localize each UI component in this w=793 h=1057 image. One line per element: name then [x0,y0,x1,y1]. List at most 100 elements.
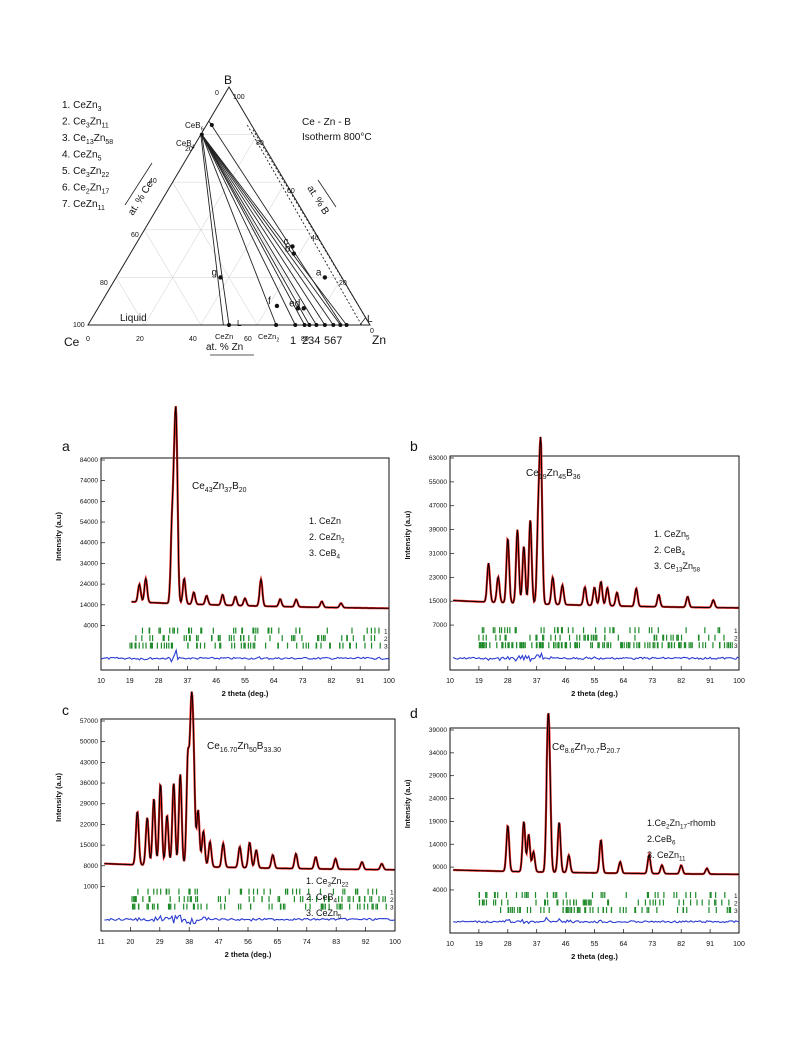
y-tick-label: 8000 [84,863,99,870]
x-tick-label: 74 [303,939,311,946]
x-tick-label: 91 [706,678,714,685]
sample-point [301,306,306,311]
x-tick-label: 37 [184,678,192,685]
left-tick: 20 [185,146,193,153]
x-tick-label: 100 [733,941,745,948]
y-axis-title: Intensity (a.u) [403,779,412,828]
y-tick-label: 23000 [429,574,447,581]
x-tick-label: 91 [706,941,714,948]
panel-letter: a [62,438,70,454]
x-tick-label: 100 [733,678,745,685]
x-tick-label: 55 [241,678,249,685]
liquid-l-label: L [237,319,242,328]
y-tick-label: 36000 [80,780,98,787]
bragg-tick-row [135,635,376,642]
ceb4-label: CeB4​ [176,139,195,150]
phase-point [314,323,319,327]
grid-line [115,277,145,326]
bottom-tick: 40 [189,336,197,343]
y-tick-label: 55000 [429,479,447,486]
bragg-row-label: 3 [390,905,394,912]
x-tick-label: 73 [299,678,307,685]
ceb6-label: CeB6​ [185,121,204,132]
tie-line [201,134,277,326]
sample-label: b [285,244,291,255]
x-tick-label: 29 [156,939,164,946]
tie-line [201,134,347,326]
observed-pattern [453,436,739,609]
x-tick-label: 55 [591,678,599,685]
cezn2-label: CeZn2​ [258,332,279,343]
difference-curve [104,914,396,926]
tie-line [201,134,310,326]
x-tick-label: 82 [328,678,336,685]
bottom-tick: 0 [86,336,90,343]
y-tick-label: 63000 [429,455,447,462]
bragg-row-label: 3 [734,908,738,915]
x-tick-label: 38 [185,939,193,946]
bragg-row-label: 3 [384,644,388,651]
x-tick-label: 28 [155,678,163,685]
y-tick-label: 50000 [80,739,98,746]
phase-legend-item: 1. CeZn [309,516,341,526]
y-tick-label: 74000 [80,478,98,485]
calculated-pattern [453,436,739,609]
sample-formula: Ce19​Zn45​B36​ [526,468,581,481]
bragg-row-label: 1 [734,628,738,635]
right-tick: 100 [233,94,245,101]
compound-list-item: 5. Ce3​Zn22​ [62,166,109,179]
y-tick-label: 54000 [80,519,98,526]
tie-line [201,134,296,326]
sample-label: e [289,298,295,309]
vertex-ce-label: Ce [64,335,80,349]
axis-arrow [317,179,337,208]
panel-letter: b [410,438,418,454]
compound-list-item: 2. Ce3​Zn11​ [62,117,109,130]
y-tick-label: 7000 [433,622,448,629]
sample-point [291,251,297,256]
bottom-tick: 20 [136,336,144,343]
y-tick-label: 44000 [80,540,98,547]
axis-b-label: at. % B [304,184,331,217]
observed-pattern [453,712,739,876]
phase-legend-item: 2. CeB4​ [306,892,338,905]
x-tick-label: 10 [446,941,454,948]
bragg-row-label: 2 [384,636,388,643]
y-tick-label: 15000 [80,842,98,849]
axis-arrow [124,162,153,206]
phase-point [331,323,336,327]
liquid-label: Liquid [120,313,147,324]
compound-list-item: 4. CeZn5​ [62,150,102,163]
phase-legend-item: 2. CeB4​ [654,545,686,558]
vertex-zn-label: Zn [372,333,386,347]
y-tick-label: 1000 [84,883,99,890]
y-tick-label: 29000 [80,801,98,808]
y-tick-label: 24000 [429,796,447,803]
compound-list-item: 1. CeZn3​ [62,100,102,113]
right-tick: 0 [370,328,374,335]
phase-legend-item: 1.Ce2​Zn17​-rhomb [647,818,716,831]
tie-line [201,134,305,326]
y-tick-label: 31000 [429,550,447,557]
x-tick-label: 64 [620,941,628,948]
tie-line [201,134,317,326]
y-axis-title: Intensity (a.u) [403,510,412,559]
y-tick-label: 4000 [84,622,99,629]
x-tick-label: 37 [533,678,541,685]
panel-letter: d [410,705,418,721]
x-axis-title: 2 theta (deg.) [222,689,269,698]
phase-point [293,323,298,327]
bragg-tick-row [478,642,733,649]
bragg-tick-row [478,892,726,898]
y-tick-label: 39000 [429,527,447,534]
grid-line [200,182,286,326]
left-tick: 100 [73,322,85,329]
y-tick-label: 19000 [429,818,447,825]
vertex-b-label: B [224,73,232,87]
left-tick: 60 [131,232,139,239]
bottom-tick: 80 [301,336,309,343]
y-tick-label: 34000 [429,750,447,757]
edge-number: 1 [290,335,296,347]
calculated-pattern [131,406,389,609]
